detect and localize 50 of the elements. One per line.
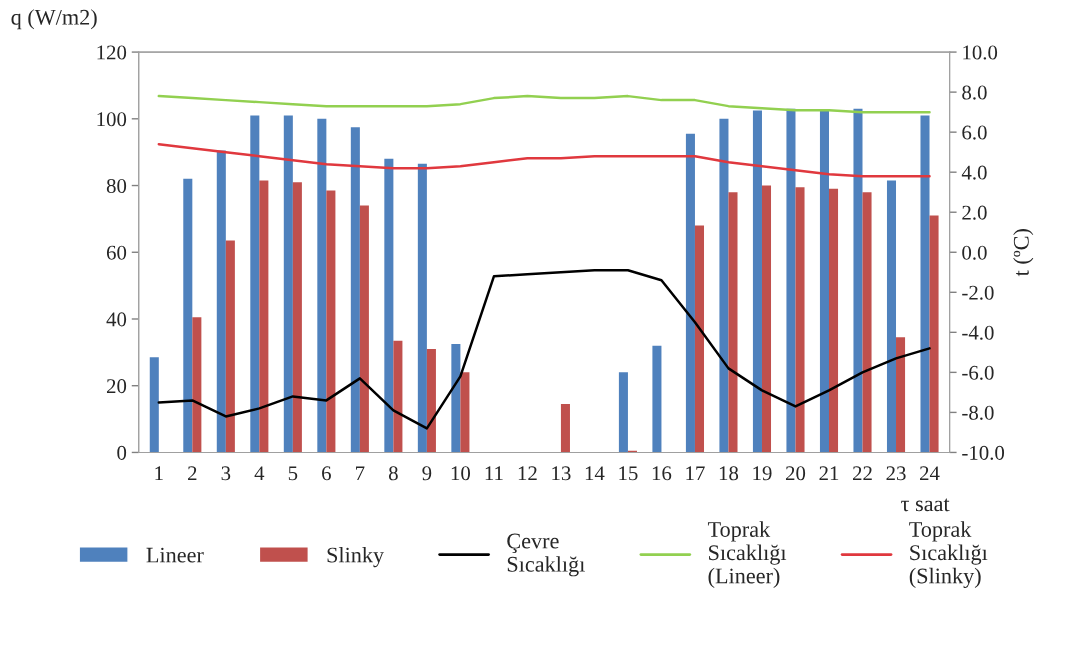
x-tick-label: 10 bbox=[451, 466, 471, 481]
x-axis-title: τ saat bbox=[901, 498, 950, 512]
legend-label: Slinky bbox=[327, 546, 385, 568]
y-tick-label: 80 bbox=[106, 178, 127, 193]
x-tick-label: 21 bbox=[819, 466, 839, 481]
x-tick-label: 24 bbox=[920, 466, 940, 481]
y2-tick-label: -10.0 bbox=[962, 445, 1005, 460]
y2-axis-title: t (ºC) bbox=[1013, 229, 1034, 277]
x-tick-label: 14 bbox=[585, 466, 605, 481]
y2-tick-label: 6.0 bbox=[962, 125, 987, 140]
x-tick-label: 9 bbox=[422, 466, 432, 481]
x-tick-label: 15 bbox=[619, 466, 638, 481]
x-tick-label: 2 bbox=[188, 466, 197, 481]
y2-tick-label: 4.0 bbox=[961, 165, 987, 180]
y2-tick-label: -4.0 bbox=[962, 325, 994, 340]
y2-tick-label: 8.0 bbox=[962, 85, 987, 100]
x-tick-label: 7 bbox=[356, 466, 365, 481]
y2-tick-label: 0.0 bbox=[962, 245, 987, 260]
legend-label: Toprak Sıcaklığı (Lineer) bbox=[707, 521, 787, 588]
x-tick-label: 20 bbox=[785, 466, 806, 481]
y2-tick-label: -6.0 bbox=[962, 365, 994, 380]
x-tick-label: 23 bbox=[886, 466, 906, 481]
x-tick-label: 3 bbox=[221, 466, 231, 481]
y-tick-label: 20 bbox=[106, 379, 127, 394]
legend-label: Çevre Sıcaklığı bbox=[507, 533, 585, 577]
legend-label: Toprak Sıcaklığı (Slinky) bbox=[909, 521, 988, 589]
x-tick-label: 5 bbox=[288, 466, 298, 481]
y2-tick-label: 10.0 bbox=[963, 45, 998, 60]
y-tick-label: 40 bbox=[106, 312, 127, 327]
y-tick-label: 120 bbox=[97, 45, 127, 60]
x-tick-label: 22 bbox=[853, 466, 872, 481]
x-tick-label: 16 bbox=[652, 466, 672, 481]
y-axis-title: q (W/m2) bbox=[11, 9, 97, 30]
x-tick-label: 18 bbox=[719, 466, 739, 481]
y-tick-label: 100 bbox=[97, 112, 127, 127]
y-tick-label: 60 bbox=[106, 245, 127, 260]
y2-tick-label: -8.0 bbox=[962, 405, 994, 420]
legend-label: Lineer bbox=[146, 547, 204, 563]
y2-tick-label: -2.0 bbox=[962, 285, 994, 300]
x-tick-label: 1 bbox=[155, 466, 163, 481]
x-tick-label: 12 bbox=[518, 466, 537, 481]
x-tick-label: 13 bbox=[552, 466, 571, 481]
x-tick-label: 11 bbox=[485, 466, 503, 481]
x-tick-label: 6 bbox=[322, 466, 331, 481]
y-tick-label: 0 bbox=[117, 445, 127, 460]
x-tick-label: 4 bbox=[254, 466, 265, 481]
x-tick-label: 17 bbox=[686, 466, 705, 481]
x-tick-label: 8 bbox=[388, 466, 398, 481]
y2-tick-label: 2.0 bbox=[962, 205, 987, 220]
x-tick-label: 19 bbox=[753, 466, 772, 481]
